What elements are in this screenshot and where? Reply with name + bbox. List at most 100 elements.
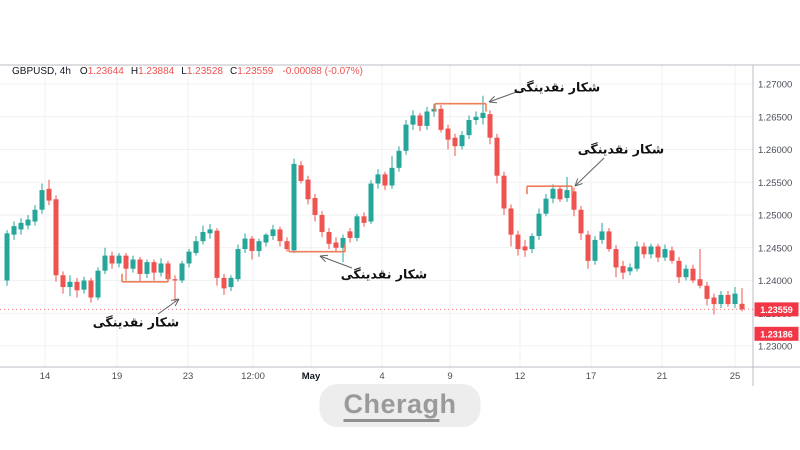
candle bbox=[53, 195, 59, 282]
liquidity-hunt-label[interactable]: شکار نقدینگی bbox=[577, 141, 665, 157]
symbol-label: GBPUSD, 4h bbox=[12, 66, 71, 77]
candle bbox=[172, 275, 178, 302]
candle bbox=[347, 228, 353, 243]
liquidity-line[interactable] bbox=[434, 102, 487, 112]
high-value: 1.23884 bbox=[138, 66, 175, 77]
candle bbox=[606, 228, 612, 252]
candle bbox=[452, 133, 458, 157]
candle bbox=[340, 234, 346, 263]
price-axis-label: 1.24000 bbox=[758, 276, 792, 287]
close-value: 1.23559 bbox=[237, 66, 274, 77]
candle bbox=[354, 213, 360, 242]
candle bbox=[494, 133, 500, 184]
candle bbox=[249, 235, 255, 260]
candle bbox=[95, 267, 101, 301]
liquidity-hunt-label[interactable]: شکار نقدینگی bbox=[92, 314, 180, 330]
candle bbox=[403, 120, 409, 155]
liquidity-hunt-label[interactable]: شکار نقدینگی bbox=[340, 266, 428, 282]
close-label: C bbox=[229, 66, 238, 77]
candle bbox=[144, 259, 150, 278]
candle bbox=[550, 184, 556, 204]
candle bbox=[557, 186, 563, 202]
candle bbox=[690, 264, 696, 284]
liquidity-line[interactable] bbox=[121, 273, 169, 283]
candle bbox=[116, 252, 122, 268]
candle bbox=[697, 249, 703, 289]
svg-text:1.23186: 1.23186 bbox=[760, 329, 793, 339]
candle bbox=[368, 180, 374, 225]
liquidity-lines[interactable] bbox=[121, 102, 573, 283]
time-axis-label: 25 bbox=[730, 371, 741, 382]
candle bbox=[543, 194, 549, 217]
candle bbox=[235, 244, 241, 282]
time-axis-label: 4 bbox=[379, 371, 384, 382]
candle bbox=[599, 222, 605, 244]
candle bbox=[676, 256, 682, 284]
candle bbox=[102, 247, 108, 274]
candle bbox=[480, 95, 486, 125]
candle bbox=[410, 110, 416, 130]
candle bbox=[158, 258, 164, 277]
time-axis[interactable]: 14 19 23 12:00 May 4 9 12 17 21 25 bbox=[40, 371, 741, 382]
candle bbox=[536, 208, 542, 240]
candle bbox=[74, 277, 80, 298]
time-axis-label: 12 bbox=[515, 371, 526, 382]
low-label: L bbox=[181, 66, 187, 77]
liquidity-hunt-label[interactable]: شکار نقدینگی bbox=[513, 79, 601, 95]
logo-text-tail: h bbox=[439, 389, 457, 419]
price-axis-label: 1.26000 bbox=[758, 145, 792, 156]
candle bbox=[620, 260, 626, 280]
liquidity-line[interactable] bbox=[288, 243, 346, 253]
candle bbox=[683, 264, 689, 281]
liquidity-line[interactable] bbox=[526, 185, 573, 195]
time-axis-label: 23 bbox=[183, 371, 194, 382]
candle bbox=[634, 241, 640, 272]
candle bbox=[60, 271, 66, 294]
candle bbox=[417, 112, 423, 132]
candle bbox=[291, 158, 297, 253]
candle bbox=[88, 277, 94, 303]
candle bbox=[585, 230, 591, 269]
candle bbox=[123, 252, 129, 281]
candle bbox=[459, 131, 465, 150]
annotation-arrows bbox=[157, 90, 605, 315]
candle bbox=[592, 235, 598, 265]
candle bbox=[270, 224, 276, 240]
candlesticks[interactable] bbox=[4, 95, 745, 315]
candle bbox=[669, 246, 675, 264]
price-axis-label: 1.25000 bbox=[758, 211, 792, 222]
candle bbox=[522, 239, 528, 257]
candle bbox=[39, 183, 45, 214]
candle bbox=[641, 242, 647, 259]
candle bbox=[151, 259, 157, 281]
candle bbox=[4, 230, 10, 286]
candle bbox=[515, 230, 521, 256]
candle bbox=[137, 256, 143, 282]
candle bbox=[130, 255, 136, 273]
time-axis-label: 17 bbox=[586, 371, 597, 382]
time-axis-label: 14 bbox=[40, 371, 51, 382]
candle bbox=[662, 244, 668, 261]
candle bbox=[109, 251, 115, 269]
change-value: -0.00088 (-0.07%) bbox=[282, 66, 363, 77]
candle bbox=[333, 237, 339, 252]
time-axis-label: 9 bbox=[447, 371, 452, 382]
low-value: 1.23528 bbox=[186, 66, 223, 77]
candle bbox=[571, 187, 577, 217]
candle bbox=[25, 215, 31, 230]
candle bbox=[466, 115, 472, 140]
candle bbox=[214, 228, 220, 286]
candle bbox=[375, 169, 381, 189]
candle bbox=[284, 237, 290, 252]
candle bbox=[228, 275, 234, 291]
candle bbox=[67, 275, 73, 297]
candle bbox=[11, 221, 17, 240]
candle bbox=[627, 263, 633, 276]
candle bbox=[529, 233, 535, 253]
cheragh-logo: Cheragh bbox=[319, 384, 481, 427]
candle bbox=[501, 171, 507, 215]
candle bbox=[32, 205, 38, 226]
candle bbox=[207, 224, 213, 239]
candle bbox=[382, 171, 388, 191]
